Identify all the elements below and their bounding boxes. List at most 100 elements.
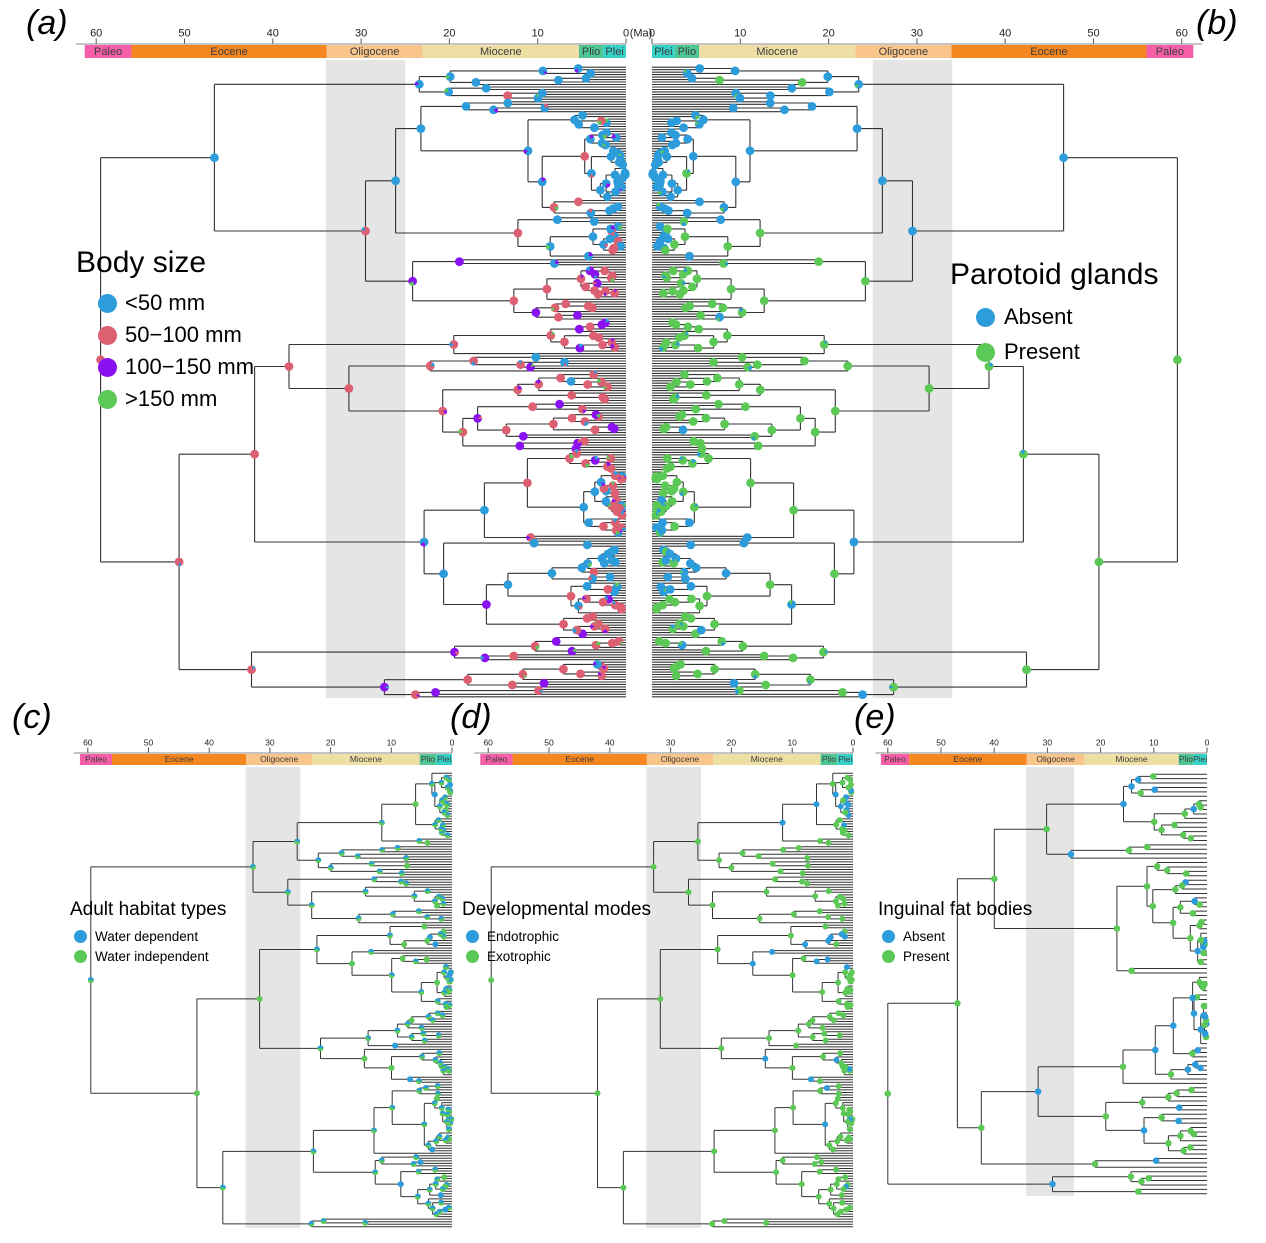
node-point [1189, 910, 1197, 917]
node-point [549, 419, 558, 429]
node-point [658, 600, 668, 610]
node-pie-slice [432, 822, 439, 826]
node-point [830, 1146, 837, 1153]
node-pie-slice [362, 888, 369, 892]
epoch-band-paleo [79, 754, 113, 765]
node-point [728, 103, 738, 113]
node-point [1152, 1046, 1159, 1054]
node-pie-slice [602, 143, 606, 148]
node-pie-slice [721, 641, 726, 646]
node-point [1194, 1047, 1201, 1054]
node-point [804, 880, 811, 887]
node-point [580, 436, 589, 446]
node-point [582, 614, 592, 623]
node-point [1196, 922, 1203, 929]
axis-ticks: 60 50 40 30 20 10 0 [83, 738, 455, 753]
node-point [1170, 1022, 1177, 1029]
node-point [1149, 902, 1157, 910]
node-point [769, 948, 775, 955]
node-point [839, 779, 846, 786]
node-pie-slice [436, 1050, 443, 1054]
node-point [832, 791, 839, 798]
node-point [523, 478, 532, 488]
legend-title: Inguinal fat bodies [878, 899, 1033, 920]
node-pie-slice [606, 455, 611, 459]
node-pie-slice [716, 317, 720, 322]
node-point [702, 390, 711, 400]
node-pie-slice [585, 266, 590, 271]
node-pie-slice [421, 1121, 428, 1125]
node-pie-slice [438, 826, 445, 830]
epoch-label: Plei [1193, 754, 1207, 764]
node-point [702, 591, 712, 601]
node-point [579, 502, 589, 512]
node-point [598, 340, 607, 350]
node-pie-slice [603, 291, 607, 296]
node-point [1167, 1071, 1175, 1078]
node-point [1059, 153, 1068, 163]
axis-tick-label: 20 [326, 738, 336, 748]
node-point [692, 274, 702, 284]
node-pie-slice [442, 410, 448, 415]
axis-tick-label: 60 [883, 738, 893, 748]
node-point [588, 232, 598, 242]
node-point [501, 425, 511, 435]
node-point [586, 208, 596, 218]
node-pie-slice [355, 915, 362, 920]
node-point [661, 245, 670, 255]
node-pie-slice [606, 183, 611, 188]
legend-label: Water dependent [95, 929, 199, 944]
node-pie-slice [420, 1030, 427, 1034]
node-point [610, 587, 619, 597]
node-pie-slice [696, 452, 702, 458]
node-point [1165, 1093, 1172, 1101]
node-pie-slice [538, 690, 544, 694]
node-point [812, 893, 819, 900]
node-pie-slice [569, 454, 574, 459]
node-pie-slice [522, 674, 527, 679]
node-point [1184, 1066, 1192, 1073]
node-point [597, 554, 607, 563]
epoch-band-oligocene [646, 754, 713, 765]
node-point [663, 572, 673, 582]
node-pie-slice [444, 784, 451, 788]
legend-item: Water independent [70, 949, 226, 964]
node-pie-slice [823, 649, 828, 654]
node-point [816, 908, 823, 915]
node-point [845, 1111, 852, 1118]
node-pie-slice [612, 518, 618, 523]
node-pie-slice [361, 227, 366, 231]
node-point [709, 357, 718, 367]
node-point [576, 669, 585, 679]
node-point [661, 638, 671, 648]
node-point [661, 556, 671, 565]
node-point [1158, 826, 1165, 834]
node-point [807, 1076, 814, 1083]
legend-dot-icon [98, 293, 117, 313]
epoch-band-paleo [1146, 45, 1194, 58]
node-point [408, 1017, 415, 1024]
node-point [662, 152, 672, 162]
node-point [509, 651, 519, 661]
node-pie-slice [854, 84, 859, 89]
node-point [878, 176, 887, 186]
node-point [737, 352, 747, 362]
node-point [840, 797, 847, 804]
node-point [671, 671, 681, 681]
epoch-label: Plei [437, 754, 451, 764]
node-point [696, 625, 706, 635]
node-point [404, 862, 411, 869]
node-pie-slice [435, 817, 442, 821]
epoch-label: Oligocene [350, 46, 400, 58]
epoch-label: Miocene [751, 754, 783, 764]
node-point [678, 425, 688, 435]
node-point [710, 664, 719, 674]
node-point [833, 1181, 840, 1188]
node-pie-slice [662, 274, 667, 279]
node-point [488, 977, 495, 984]
node-pie-slice [438, 1199, 445, 1204]
node-point [745, 146, 755, 156]
epoch-band-plei [603, 45, 626, 58]
node-point [583, 301, 593, 311]
